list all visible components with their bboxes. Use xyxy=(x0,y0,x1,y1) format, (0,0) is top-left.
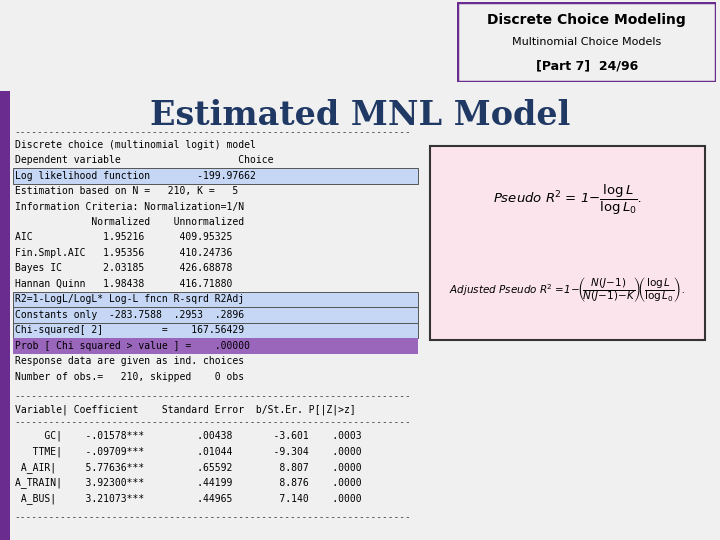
Text: A_AIR|     5.77636***         .65592        8.807    .0000: A_AIR| 5.77636*** .65592 8.807 .0000 xyxy=(15,462,361,472)
Text: Multinomial Choice Models: Multinomial Choice Models xyxy=(512,37,662,47)
Text: Fin.Smpl.AIC   1.95356      410.24736: Fin.Smpl.AIC 1.95356 410.24736 xyxy=(15,248,233,258)
Text: Bayes IC       2.03185      426.68878: Bayes IC 2.03185 426.68878 xyxy=(15,264,233,273)
Text: Adjusted Pseudo R$^2$ =1$-\!\left(\!\dfrac{N(J\!-\!1)}{N(J\!-\!1)\!-\!K}\!\right: Adjusted Pseudo R$^2$ =1$-\!\left(\!\dfr… xyxy=(449,275,685,304)
Bar xyxy=(13,339,418,354)
Text: Variable| Coefficient    Standard Error  b/St.Er. P[|Z|>z]: Variable| Coefficient Standard Error b/S… xyxy=(15,405,356,415)
Bar xyxy=(430,146,705,340)
Text: Information Criteria: Normalization=1/N: Information Criteria: Normalization=1/N xyxy=(15,201,244,212)
Text: GC|    -.01578***         .00438       -3.601    .0003: GC| -.01578*** .00438 -3.601 .0003 xyxy=(15,431,361,441)
Text: A_TRAIN|    3.92300***         .44199        8.876    .0000: A_TRAIN| 3.92300*** .44199 8.876 .0000 xyxy=(15,477,361,488)
Text: Discrete choice (multinomial logit) model: Discrete choice (multinomial logit) mode… xyxy=(15,140,256,150)
Text: Hannan Quinn   1.98438      416.71880: Hannan Quinn 1.98438 416.71880 xyxy=(15,279,233,289)
Text: Constants only  -283.7588  .2953  .2896: Constants only -283.7588 .2953 .2896 xyxy=(15,310,244,320)
Text: Prob [ Chi squared > value ] =    .00000: Prob [ Chi squared > value ] = .00000 xyxy=(15,341,250,351)
Text: Dependent variable                    Choice: Dependent variable Choice xyxy=(15,155,274,165)
Text: Estimation based on N =   210, K =   5: Estimation based on N = 210, K = 5 xyxy=(15,186,238,196)
Bar xyxy=(13,168,418,184)
Text: Number of obs.=   210, skipped    0 obs: Number of obs.= 210, skipped 0 obs xyxy=(15,372,244,382)
Text: ---------------------------------------------------------------------: ----------------------------------------… xyxy=(14,128,410,137)
Text: ---------------------------------------------------------------------: ----------------------------------------… xyxy=(14,513,410,522)
Text: R2=1-LogL/LogL* Log-L fncn R-sqrd R2Adj: R2=1-LogL/LogL* Log-L fncn R-sqrd R2Adj xyxy=(15,294,244,305)
Text: [Part 7]  24/96: [Part 7] 24/96 xyxy=(536,59,638,72)
Text: A_BUS|     3.21073***         .44965        7.140    .0000: A_BUS| 3.21073*** .44965 7.140 .0000 xyxy=(15,492,361,503)
Text: Chi-squared[ 2]          =    167.56429: Chi-squared[ 2] = 167.56429 xyxy=(15,325,244,335)
Text: AIC            1.95216      409.95325: AIC 1.95216 409.95325 xyxy=(15,233,233,242)
Text: ---------------------------------------------------------------------: ----------------------------------------… xyxy=(14,417,410,427)
Text: Response data are given as ind. choices: Response data are given as ind. choices xyxy=(15,356,244,366)
Bar xyxy=(0,91,10,540)
Text: TTME|    -.09709***         .01044       -9.304    .0000: TTME| -.09709*** .01044 -9.304 .0000 xyxy=(15,447,361,457)
Text: Estimated MNL Model: Estimated MNL Model xyxy=(150,99,570,132)
Bar xyxy=(13,323,418,339)
Bar xyxy=(13,292,418,307)
Text: Normalized    Unnormalized: Normalized Unnormalized xyxy=(15,217,244,227)
Text: Pseudo R$^2$ = 1$-\dfrac{\log L}{\log L_0}$.: Pseudo R$^2$ = 1$-\dfrac{\log L}{\log L_… xyxy=(493,183,642,217)
Text: ---------------------------------------------------------------------: ----------------------------------------… xyxy=(14,392,410,401)
Bar xyxy=(13,307,418,323)
Text: Discrete Choice Modeling: Discrete Choice Modeling xyxy=(487,13,686,27)
Text: Log likelihood function        -199.97662: Log likelihood function -199.97662 xyxy=(15,171,256,180)
